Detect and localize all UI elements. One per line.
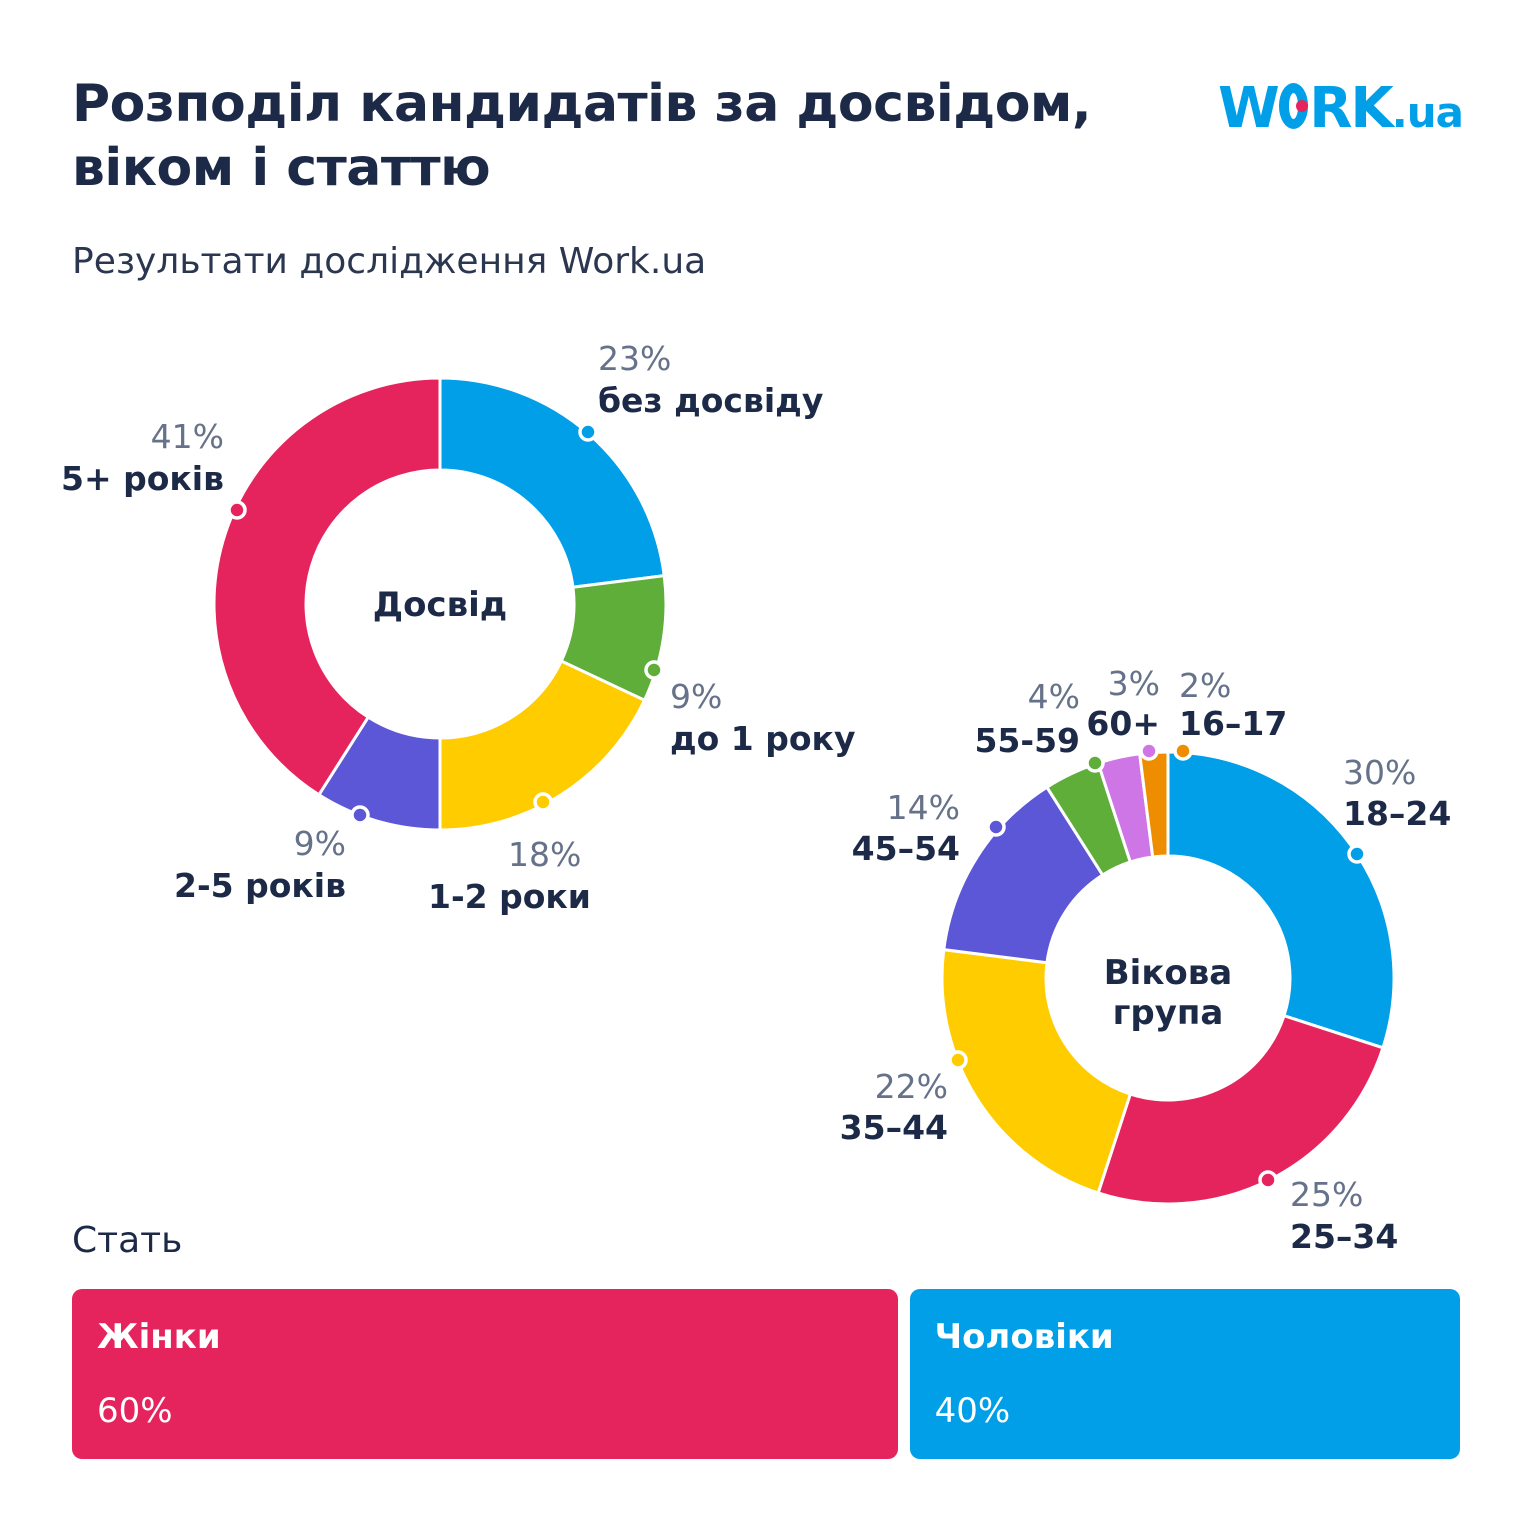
age-slice-1-value-label: 25% — [1290, 1175, 1363, 1214]
exp-slice-0-value-label: 23% — [598, 339, 671, 378]
age-slice-3-value-label: 14% — [887, 788, 960, 827]
exp-slice-1-marker — [644, 660, 664, 680]
age-slice-4-category-label: 55-59 — [974, 721, 1080, 760]
exp-slice-1-category-label: до 1 року — [670, 719, 855, 758]
gender-bar-women-label: Жінки — [97, 1317, 221, 1357]
age-slice-4-marker — [1085, 753, 1105, 773]
exp-slice-2-category-label: 1-2 роки — [428, 877, 591, 916]
exp-slice-0-marker — [578, 422, 598, 442]
age-center-title-line-0: Вікова — [1104, 953, 1232, 993]
age-slice-6-marker — [1173, 741, 1193, 761]
exp-slice-0-category-label: без досвіду — [598, 381, 823, 420]
exp-slice-2 — [438, 659, 647, 832]
age-slice-1-category-label: 25–34 — [1290, 1217, 1398, 1256]
age-slice-3-category-label: 45–54 — [852, 829, 960, 868]
exp-slice-4-category-label: 5+ років — [61, 459, 224, 498]
age-slice-5-value-label: 3% — [1108, 664, 1160, 703]
age-slice-6-category-label: 16–17 — [1179, 704, 1287, 743]
exp-slice-3-marker — [350, 805, 370, 825]
age-slice-4-value-label: 4% — [1028, 677, 1080, 716]
age-slice-0 — [1166, 750, 1396, 1050]
age-slice-0-category-label: 18–24 — [1343, 794, 1451, 833]
age-slice-2-value-label: 22% — [875, 1067, 948, 1106]
age-slice-5-marker — [1139, 741, 1159, 761]
gender-bar-women: Жінки 60% — [72, 1289, 898, 1459]
logo-domain: .ua — [1391, 88, 1464, 137]
age-slice-0-value-label: 30% — [1343, 753, 1416, 792]
gender-bar-women-value: 60% — [97, 1391, 173, 1431]
age-slice-5-category-label: 60+ — [1086, 704, 1160, 743]
age-slice-2-marker — [948, 1050, 968, 1070]
logo-o-mark — [1278, 83, 1309, 129]
exp-center-title-line-0: Досвід — [373, 585, 507, 625]
logo-w: W — [1218, 76, 1280, 141]
age-slice-6-value-label: 2% — [1179, 666, 1231, 705]
gender-bar-men-value: 40% — [934, 1391, 1011, 1431]
gender-bar-men: Чоловіки 40% — [909, 1289, 1460, 1459]
exp-slice-2-value-label: 18% — [508, 835, 581, 874]
exp-slice-2-marker — [533, 792, 553, 812]
exp-slice-4-value-label: 41% — [151, 417, 224, 456]
age-slice-1-marker — [1258, 1170, 1278, 1190]
exp-slice-3-value-label: 9% — [294, 824, 346, 863]
age-donut: 30%18–24 25%25–34 22%35–44 14%45–54 4% 55-59 3… — [840, 664, 1452, 1256]
age-slice-0-marker — [1347, 844, 1367, 864]
exp-slice-4 — [212, 376, 442, 797]
age-slice-2-category-label: 35–44 — [840, 1108, 948, 1147]
age-slice-3-marker — [986, 817, 1006, 837]
age-slice-1 — [1096, 1013, 1385, 1206]
exp-slice-0 — [438, 376, 666, 589]
logo-rk: RK — [1309, 76, 1394, 141]
page-subtitle: Результати дослідження Work.ua — [72, 241, 707, 282]
work-ua-logo: W RK .ua — [1218, 76, 1464, 146]
exp-slice-4-marker — [227, 500, 247, 520]
age-slice-2 — [940, 947, 1133, 1195]
exp-slice-1-value-label: 9% — [670, 677, 722, 716]
gender-chart-title: Стать — [72, 1220, 183, 1261]
gender-bar-men-label: Чоловіки — [934, 1317, 1114, 1357]
page-title: Розподіл кандидатів за досвідом, віком і… — [72, 74, 1092, 198]
exp-slice-3-category-label: 2-5 років — [174, 866, 346, 905]
age-center-title-line-1: група — [1113, 993, 1224, 1033]
